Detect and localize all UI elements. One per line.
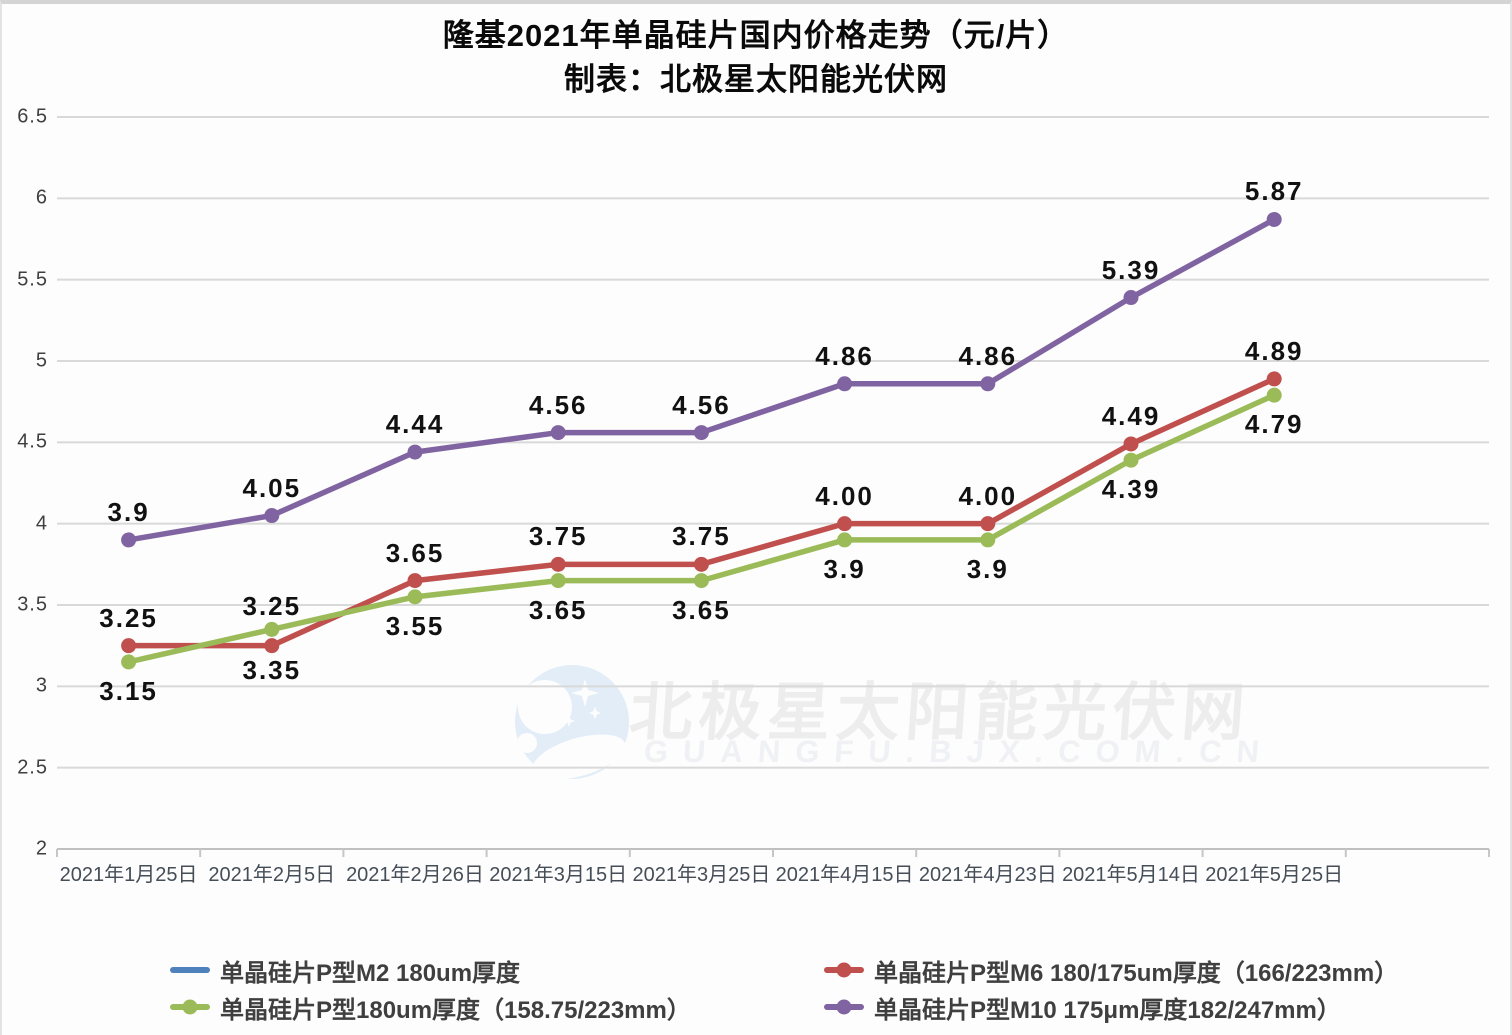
chart-subtitle: 制表：北极星太阳能光伏网 <box>564 62 948 97</box>
data-label-purple: 4.86 <box>958 340 1018 371</box>
x-axis-label: 2021年5月25日 <box>1205 864 1344 886</box>
x-axis-label: 2021年4月23日 <box>918 864 1057 886</box>
legend-line-blue <box>170 967 210 973</box>
legend-line-purple <box>824 999 864 1015</box>
data-label-green: 3.65 <box>672 594 731 625</box>
y-axis-label: 5.5 <box>17 268 48 291</box>
data-point-red <box>1266 371 1282 387</box>
legend-item-m6: 单晶硅片P型M6 180/175um厚度（166/223mm） <box>824 954 1399 987</box>
data-point-purple <box>121 532 137 548</box>
y-axis-label: 2 <box>35 837 48 860</box>
legend-dot <box>182 999 198 1015</box>
data-label-purple: 4.56 <box>672 389 731 420</box>
x-axis-label: 2021年2月5日 <box>208 864 336 886</box>
data-point-green <box>550 573 566 589</box>
x-axis-label: 2021年5月14日 <box>1062 864 1200 886</box>
data-point-green <box>1123 452 1139 468</box>
data-point-purple <box>980 376 996 392</box>
data-label-red: 4.00 <box>815 480 874 511</box>
title-block: 隆基2021年单晶硅片国内价格走势（元/片） 制表：北极星太阳能光伏网 <box>2 14 1510 102</box>
data-point-red <box>550 556 566 572</box>
legend-item-m10: 单晶硅片P型M10 175μm厚度182/247mm） <box>824 991 1341 1024</box>
data-label-red: 4.00 <box>958 480 1018 511</box>
y-axis-label: 2.5 <box>17 756 48 779</box>
data-point-green <box>121 654 137 670</box>
x-axis-label: 2021年2月26日 <box>346 864 484 886</box>
data-label-red: 3.65 <box>385 537 445 568</box>
data-label-green: 4.79 <box>1244 409 1304 440</box>
data-point-red <box>407 573 423 589</box>
data-point-red <box>121 638 137 654</box>
x-axis-label: 2021年3月25日 <box>632 864 771 886</box>
data-point-red <box>837 516 853 532</box>
data-point-purple <box>407 444 423 460</box>
data-label-purple: 4.44 <box>385 409 445 440</box>
legend-line-red <box>824 962 864 978</box>
legend-item-m2: 单晶硅片P型M2 180um厚度 <box>170 954 521 987</box>
x-axis-label: 2021年1月25日 <box>59 864 198 886</box>
data-point-green <box>693 573 709 589</box>
legend-dot <box>836 962 852 978</box>
legend-label: 单晶硅片P型180um厚度（158.75/223mm） <box>220 996 691 1024</box>
x-axis-label: 2021年4月15日 <box>775 864 914 886</box>
data-label-red: 4.49 <box>1101 400 1161 431</box>
data-label-red: 3.25 <box>242 590 302 621</box>
data-point-green <box>264 621 280 637</box>
data-label-purple: 5.87 <box>1244 176 1304 207</box>
data-label-purple: 5.39 <box>1101 254 1161 285</box>
legend-item-p180: 单晶硅片P型180um厚度（158.75/223mm） <box>170 991 691 1024</box>
data-point-red <box>693 556 709 572</box>
data-label-purple: 4.56 <box>528 389 588 420</box>
data-label-green: 3.9 <box>823 553 866 584</box>
data-label-purple: 3.9 <box>107 496 150 527</box>
data-point-red <box>1123 436 1139 452</box>
data-point-purple <box>1266 211 1282 227</box>
legend-label: 单晶硅片P型M10 175μm厚度182/247mm） <box>874 996 1341 1024</box>
data-point-purple <box>693 425 709 441</box>
data-label-green: 3.65 <box>528 594 588 625</box>
data-label-red: 4.89 <box>1244 335 1304 366</box>
data-label-green: 3.35 <box>242 655 302 686</box>
data-point-purple <box>1123 290 1139 306</box>
data-point-green <box>980 532 996 548</box>
chart-title: 隆基2021年单晶硅片国内价格走势（元/片） <box>442 18 1070 53</box>
data-label-green: 3.55 <box>385 610 445 641</box>
legend-label: 单晶硅片P型M2 180um厚度 <box>220 959 521 987</box>
y-axis-label: 3.5 <box>17 593 48 616</box>
data-point-purple <box>550 425 566 441</box>
legend-line-green <box>170 999 210 1015</box>
data-label-red: 3.25 <box>99 602 158 633</box>
data-label-purple: 4.05 <box>242 472 302 503</box>
data-point-red <box>980 516 996 532</box>
data-point-green <box>1266 387 1282 403</box>
data-point-purple <box>264 508 280 524</box>
y-axis-label: 4.5 <box>17 430 48 453</box>
data-label-green: 4.39 <box>1101 474 1161 505</box>
x-axis-label: 2021年3月15日 <box>489 864 628 886</box>
data-label-green: 3.15 <box>99 675 158 706</box>
plot-area <box>56 115 1490 857</box>
data-label-purple: 4.86 <box>815 340 874 371</box>
data-label-green: 3.9 <box>966 553 1009 584</box>
y-axis-label: 4 <box>35 512 48 535</box>
data-point-purple <box>837 376 853 392</box>
legend-dot <box>836 999 852 1015</box>
data-label-red: 3.75 <box>672 521 731 552</box>
y-axis-label: 6 <box>35 186 48 209</box>
y-axis-label: 6.5 <box>17 105 48 128</box>
data-point-red <box>264 638 280 654</box>
data-label-red: 3.75 <box>528 521 588 552</box>
legend-label: 单晶硅片P型M6 180/175um厚度（166/223mm） <box>874 959 1399 987</box>
y-axis-label: 3 <box>35 674 48 697</box>
y-axis-label: 5 <box>35 349 48 372</box>
data-point-green <box>407 589 423 605</box>
data-point-green <box>837 532 853 548</box>
